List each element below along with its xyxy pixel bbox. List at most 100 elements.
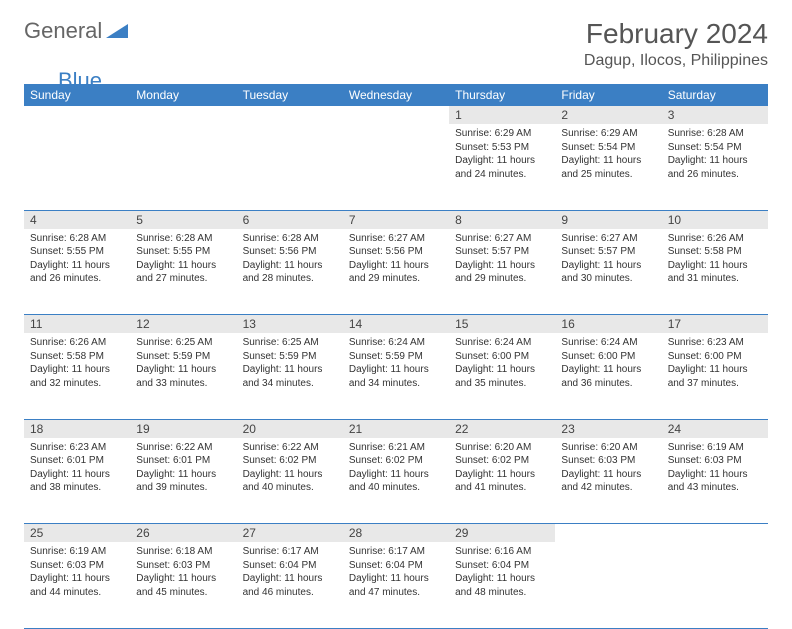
logo-text-blue: Blue <box>58 68 102 94</box>
sunrise-line: Sunrise: 6:18 AM <box>136 545 230 559</box>
sunrise-line: Sunrise: 6:17 AM <box>243 545 337 559</box>
day-cell-body: Sunrise: 6:25 AMSunset: 5:59 PMDaylight:… <box>237 333 343 396</box>
day-number-cell: 10 <box>662 210 768 229</box>
day-number-cell: 23 <box>555 419 661 438</box>
weekday-header: Wednesday <box>343 84 449 106</box>
sunset-line: Sunset: 5:55 PM <box>30 245 124 259</box>
day-cell: Sunrise: 6:17 AMSunset: 6:04 PMDaylight:… <box>237 542 343 628</box>
day-number-cell: 5 <box>130 210 236 229</box>
weekday-header: Monday <box>130 84 236 106</box>
day-cell: Sunrise: 6:22 AMSunset: 6:01 PMDaylight:… <box>130 438 236 524</box>
sunrise-line: Sunrise: 6:22 AM <box>136 441 230 455</box>
day-number-cell <box>24 106 130 124</box>
day-cell-body: Sunrise: 6:24 AMSunset: 6:00 PMDaylight:… <box>449 333 555 396</box>
sunset-line: Sunset: 5:54 PM <box>561 141 655 155</box>
sunrise-line: Sunrise: 6:25 AM <box>243 336 337 350</box>
sunset-line: Sunset: 5:57 PM <box>561 245 655 259</box>
weekday-header: Thursday <box>449 84 555 106</box>
day-number-cell: 26 <box>130 524 236 543</box>
weekday-header: Tuesday <box>237 84 343 106</box>
daylight-line: Daylight: 11 hours and 48 minutes. <box>455 572 549 599</box>
sunset-line: Sunset: 5:57 PM <box>455 245 549 259</box>
sunset-line: Sunset: 6:02 PM <box>243 454 337 468</box>
day-cell: Sunrise: 6:29 AMSunset: 5:54 PMDaylight:… <box>555 124 661 210</box>
calendar-body: 123Sunrise: 6:29 AMSunset: 5:53 PMDaylig… <box>24 106 768 628</box>
sunrise-line: Sunrise: 6:24 AM <box>561 336 655 350</box>
sunrise-line: Sunrise: 6:19 AM <box>668 441 762 455</box>
day-cell <box>662 542 768 628</box>
daylight-line: Daylight: 11 hours and 42 minutes. <box>561 468 655 495</box>
sunset-line: Sunset: 6:00 PM <box>561 350 655 364</box>
daylight-line: Daylight: 11 hours and 24 minutes. <box>455 154 549 181</box>
daylight-line: Daylight: 11 hours and 26 minutes. <box>668 154 762 181</box>
day-number-cell: 27 <box>237 524 343 543</box>
day-cell-body: Sunrise: 6:21 AMSunset: 6:02 PMDaylight:… <box>343 438 449 501</box>
day-cell: Sunrise: 6:16 AMSunset: 6:04 PMDaylight:… <box>449 542 555 628</box>
day-cell: Sunrise: 6:20 AMSunset: 6:02 PMDaylight:… <box>449 438 555 524</box>
sunset-line: Sunset: 5:58 PM <box>668 245 762 259</box>
sunset-line: Sunset: 5:53 PM <box>455 141 549 155</box>
sunrise-line: Sunrise: 6:27 AM <box>349 232 443 246</box>
day-cell: Sunrise: 6:20 AMSunset: 6:03 PMDaylight:… <box>555 438 661 524</box>
day-cell-body: Sunrise: 6:22 AMSunset: 6:01 PMDaylight:… <box>130 438 236 501</box>
daylight-line: Daylight: 11 hours and 43 minutes. <box>668 468 762 495</box>
day-number-cell: 21 <box>343 419 449 438</box>
sunset-line: Sunset: 5:56 PM <box>243 245 337 259</box>
day-cell: Sunrise: 6:25 AMSunset: 5:59 PMDaylight:… <box>237 333 343 419</box>
day-number-cell: 18 <box>24 419 130 438</box>
sunrise-line: Sunrise: 6:27 AM <box>561 232 655 246</box>
day-number-cell <box>237 106 343 124</box>
day-cell: Sunrise: 6:29 AMSunset: 5:53 PMDaylight:… <box>449 124 555 210</box>
day-cell-body: Sunrise: 6:27 AMSunset: 5:57 PMDaylight:… <box>449 229 555 292</box>
day-body-row: Sunrise: 6:29 AMSunset: 5:53 PMDaylight:… <box>24 124 768 210</box>
day-cell: Sunrise: 6:18 AMSunset: 6:03 PMDaylight:… <box>130 542 236 628</box>
sunrise-line: Sunrise: 6:29 AM <box>455 127 549 141</box>
day-number-cell: 11 <box>24 315 130 334</box>
day-cell-body: Sunrise: 6:27 AMSunset: 5:56 PMDaylight:… <box>343 229 449 292</box>
sunset-line: Sunset: 6:04 PM <box>243 559 337 573</box>
sunset-line: Sunset: 6:04 PM <box>455 559 549 573</box>
day-cell-body: Sunrise: 6:26 AMSunset: 5:58 PMDaylight:… <box>24 333 130 396</box>
day-cell: Sunrise: 6:28 AMSunset: 5:56 PMDaylight:… <box>237 229 343 315</box>
day-cell <box>343 124 449 210</box>
day-cell-body: Sunrise: 6:28 AMSunset: 5:55 PMDaylight:… <box>130 229 236 292</box>
sunrise-line: Sunrise: 6:24 AM <box>349 336 443 350</box>
sunset-line: Sunset: 5:56 PM <box>349 245 443 259</box>
day-cell: Sunrise: 6:23 AMSunset: 6:01 PMDaylight:… <box>24 438 130 524</box>
day-cell: Sunrise: 6:28 AMSunset: 5:54 PMDaylight:… <box>662 124 768 210</box>
day-cell-body: Sunrise: 6:19 AMSunset: 6:03 PMDaylight:… <box>662 438 768 501</box>
daylight-line: Daylight: 11 hours and 31 minutes. <box>668 259 762 286</box>
day-cell-body: Sunrise: 6:28 AMSunset: 5:55 PMDaylight:… <box>24 229 130 292</box>
sunrise-line: Sunrise: 6:24 AM <box>455 336 549 350</box>
daylight-line: Daylight: 11 hours and 45 minutes. <box>136 572 230 599</box>
daylight-line: Daylight: 11 hours and 39 minutes. <box>136 468 230 495</box>
sunset-line: Sunset: 6:01 PM <box>136 454 230 468</box>
day-cell: Sunrise: 6:27 AMSunset: 5:56 PMDaylight:… <box>343 229 449 315</box>
weekday-header: Friday <box>555 84 661 106</box>
day-cell-body: Sunrise: 6:27 AMSunset: 5:57 PMDaylight:… <box>555 229 661 292</box>
day-number-cell: 16 <box>555 315 661 334</box>
sunset-line: Sunset: 6:04 PM <box>349 559 443 573</box>
day-number-cell <box>130 106 236 124</box>
daylight-line: Daylight: 11 hours and 41 minutes. <box>455 468 549 495</box>
day-cell: Sunrise: 6:28 AMSunset: 5:55 PMDaylight:… <box>24 229 130 315</box>
day-number-row: 123 <box>24 106 768 124</box>
day-cell: Sunrise: 6:27 AMSunset: 5:57 PMDaylight:… <box>449 229 555 315</box>
sunrise-line: Sunrise: 6:22 AM <box>243 441 337 455</box>
daylight-line: Daylight: 11 hours and 29 minutes. <box>455 259 549 286</box>
daylight-line: Daylight: 11 hours and 40 minutes. <box>349 468 443 495</box>
day-number-cell <box>343 106 449 124</box>
daylight-line: Daylight: 11 hours and 30 minutes. <box>561 259 655 286</box>
sunset-line: Sunset: 6:03 PM <box>561 454 655 468</box>
day-cell: Sunrise: 6:26 AMSunset: 5:58 PMDaylight:… <box>24 333 130 419</box>
day-cell: Sunrise: 6:23 AMSunset: 6:00 PMDaylight:… <box>662 333 768 419</box>
sunrise-line: Sunrise: 6:20 AM <box>455 441 549 455</box>
sunrise-line: Sunrise: 6:29 AM <box>561 127 655 141</box>
daylight-line: Daylight: 11 hours and 34 minutes. <box>243 363 337 390</box>
sunset-line: Sunset: 6:01 PM <box>30 454 124 468</box>
day-cell-body: Sunrise: 6:17 AMSunset: 6:04 PMDaylight:… <box>343 542 449 605</box>
day-number-cell: 7 <box>343 210 449 229</box>
daylight-line: Daylight: 11 hours and 44 minutes. <box>30 572 124 599</box>
daylight-line: Daylight: 11 hours and 29 minutes. <box>349 259 443 286</box>
sunset-line: Sunset: 5:58 PM <box>30 350 124 364</box>
